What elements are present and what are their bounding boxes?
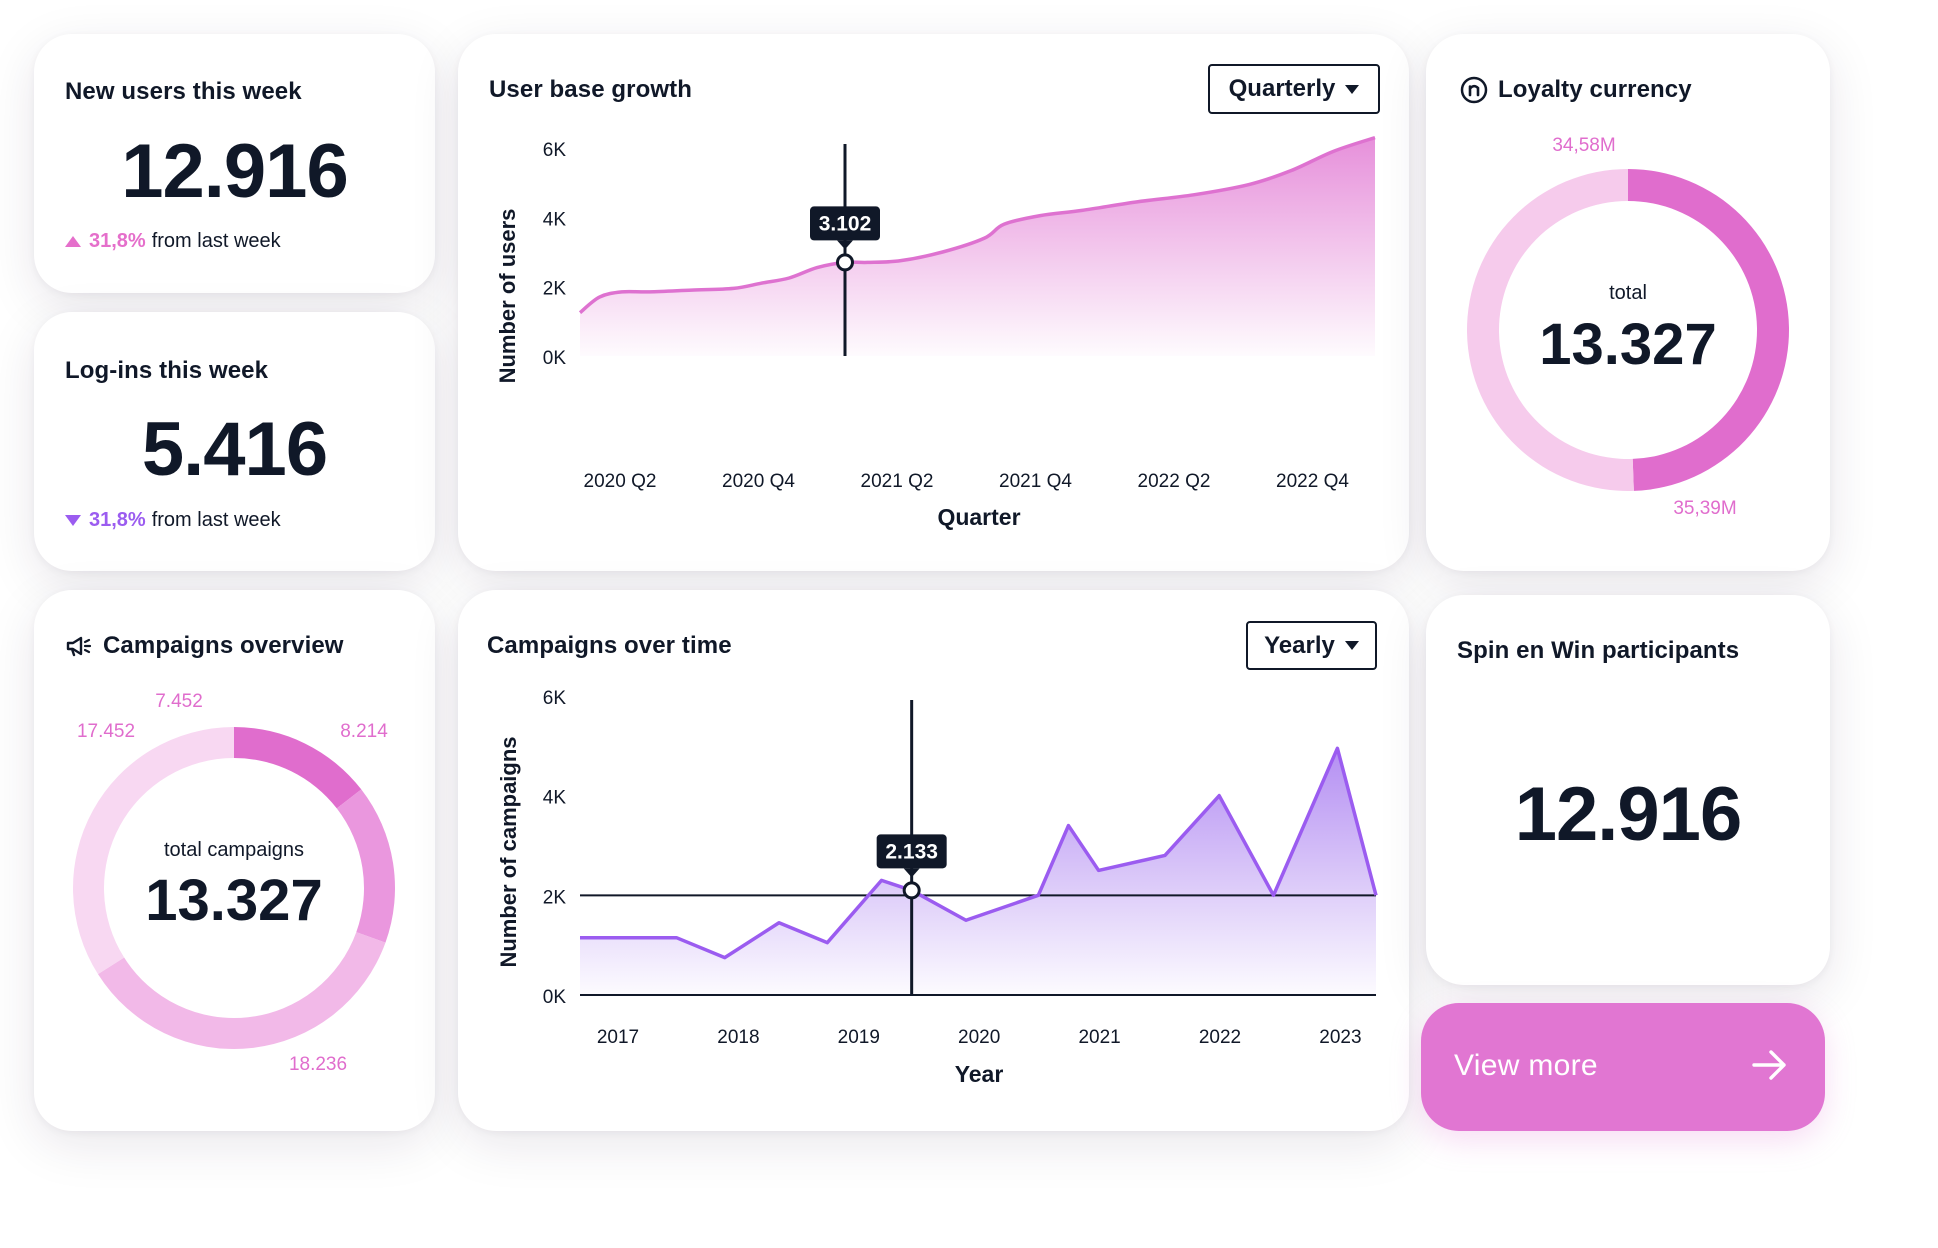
donut-segment — [234, 727, 362, 809]
megaphone-icon — [66, 636, 92, 657]
logins-value: 5.416 — [141, 407, 328, 492]
y-tick-label: 4K — [543, 788, 567, 809]
tooltip-box — [876, 834, 947, 869]
campaigns-time-title: Campaigns over time — [487, 632, 732, 659]
campaigns-overview-title: Campaigns overview — [103, 632, 344, 659]
new-users-value: 12.916 — [121, 129, 348, 214]
x-tick-label: 2019 — [838, 1027, 880, 1048]
highlight-point — [902, 881, 921, 900]
spin-value: 12.916 — [1514, 772, 1742, 857]
campaigns-time-chart: Number of campaigns Year 0K 2K 4K 6K 2017 201… — [496, 688, 1378, 1087]
y-tick-label: 6K — [543, 140, 567, 161]
area-fill — [580, 137, 1375, 356]
x-axis-title: Year — [955, 1061, 1004, 1087]
y-tick-label: 4K — [543, 209, 567, 230]
campaigns-time-card: Campaigns over time Yearly Number of cam… — [458, 590, 1409, 1131]
campaigns-time-period-label: Yearly — [1264, 631, 1335, 659]
loyalty-center-value: 13.327 — [1539, 312, 1716, 377]
donut-segment — [1466, 169, 1634, 491]
campaigns-donut-chart: total campaigns 13.327 7.452 8.214 18.236 1… — [73, 691, 395, 1075]
user-growth-chart: Number of users Quarter 0K 2K 4K 6K 2020 Q2 2… — [495, 135, 1376, 530]
campaigns-center-value: 13.327 — [145, 868, 322, 933]
logins-change-pct: 31,8% — [89, 509, 146, 531]
tooltip-pointer — [903, 868, 920, 878]
donut-segment — [336, 789, 395, 943]
donut-segment-label: 8.214 — [340, 721, 388, 742]
x-tick-label: 2021 Q4 — [999, 471, 1072, 492]
donut-segment-label: 17.452 — [77, 721, 135, 742]
campaigns-center-label: total campaigns — [164, 839, 304, 861]
loyalty-center-label: total — [1609, 282, 1647, 304]
x-tick-label: 2022 Q2 — [1138, 471, 1211, 492]
x-tick-label: 2021 Q2 — [861, 471, 934, 492]
chevron-down-icon — [1345, 84, 1360, 94]
x-tick-label: 2021 — [1078, 1027, 1120, 1048]
loyalty-header: Loyalty currency — [1460, 76, 1692, 104]
tooltip-pointer — [837, 240, 853, 250]
donut-segment-label: 18.236 — [289, 1054, 347, 1075]
user-growth-period-dropdown[interactable]: Quarterly — [1208, 64, 1380, 114]
view-more-button[interactable]: View more — [1421, 1003, 1825, 1131]
campaigns-overview-header: Campaigns overview — [65, 632, 344, 660]
spin-title: Spin en Win participants — [1457, 637, 1740, 664]
new-users-change-pct: 31,8% — [89, 230, 146, 252]
donut-segment-label: 34,58M — [1552, 135, 1615, 156]
series-line — [578, 135, 1376, 315]
new-users-card: New users this week 12.916 31,8% from la… — [34, 34, 435, 293]
loyalty-title: Loyalty currency — [1498, 76, 1692, 103]
view-more-label: View more — [1454, 1049, 1598, 1082]
user-growth-title: User base growth — [489, 76, 692, 103]
y-tick-label: 2K — [543, 279, 567, 300]
donut-segment — [1628, 169, 1789, 491]
logins-title: Log-ins this week — [65, 357, 269, 384]
new-users-change: 31,8% from last week — [65, 230, 281, 253]
y-tick-label: 2K — [543, 887, 567, 908]
user-growth-period-label: Quarterly — [1228, 75, 1336, 102]
x-tick-label: 2020 Q2 — [584, 471, 657, 492]
loyalty-donut-chart: total 13.327 34,58M 35,39M — [1466, 135, 1789, 519]
highlight-point — [836, 253, 854, 272]
arrow-right-icon — [1752, 1050, 1786, 1080]
logins-change-text: from last week — [151, 509, 281, 531]
y-tick-label: 0K — [543, 348, 567, 369]
y-tick-label: 0K — [543, 987, 567, 1008]
x-axis-title: Quarter — [937, 504, 1020, 530]
donut-segment-label: 35,39M — [1673, 498, 1736, 519]
tooltip-value: 2.133 — [885, 840, 938, 863]
spin-card: Spin en Win participants 12.916 — [1426, 595, 1830, 985]
loyalty-card: Loyalty currency total 13.327 34,58M 35,3… — [1426, 34, 1830, 571]
x-tick-label: 2017 — [597, 1027, 639, 1048]
x-tick-label: 2020 Q4 — [722, 471, 795, 492]
x-tick-label: 2022 — [1199, 1027, 1241, 1048]
chevron-down-icon — [1344, 641, 1359, 650]
coin-icon — [1460, 76, 1488, 104]
logins-card: Log-ins this week 5.416 31,8% from last … — [34, 312, 435, 571]
donut-segment-label: 7.452 — [155, 691, 203, 712]
tooltip-value: 3.102 — [819, 212, 872, 235]
trend-up-icon — [65, 236, 81, 247]
donut-segment — [73, 727, 234, 975]
area-fill — [580, 748, 1376, 995]
series-line — [580, 746, 1378, 960]
new-users-title: New users this week — [65, 78, 302, 105]
tooltip-box — [810, 206, 880, 241]
trend-down-icon — [65, 515, 81, 526]
campaigns-time-period-dropdown[interactable]: Yearly — [1246, 621, 1377, 670]
logins-change: 31,8% from last week — [65, 509, 281, 532]
x-tick-label: 2022 Q4 — [1276, 471, 1349, 492]
x-tick-label: 2020 — [958, 1027, 1000, 1048]
donut-segment — [97, 932, 386, 1049]
campaigns-overview-card: Campaigns overview total campaigns 13.32… — [34, 590, 435, 1131]
x-tick-label: 2023 — [1319, 1027, 1361, 1048]
x-tick-label: 2018 — [717, 1027, 759, 1048]
y-tick-label: 6K — [543, 688, 567, 709]
user-growth-card: User base growth Quarterly Number of use… — [458, 34, 1409, 571]
y-axis-title: Number of campaigns — [496, 736, 521, 967]
y-axis-title: Number of users — [495, 209, 520, 384]
new-users-change-text: from last week — [151, 230, 281, 252]
